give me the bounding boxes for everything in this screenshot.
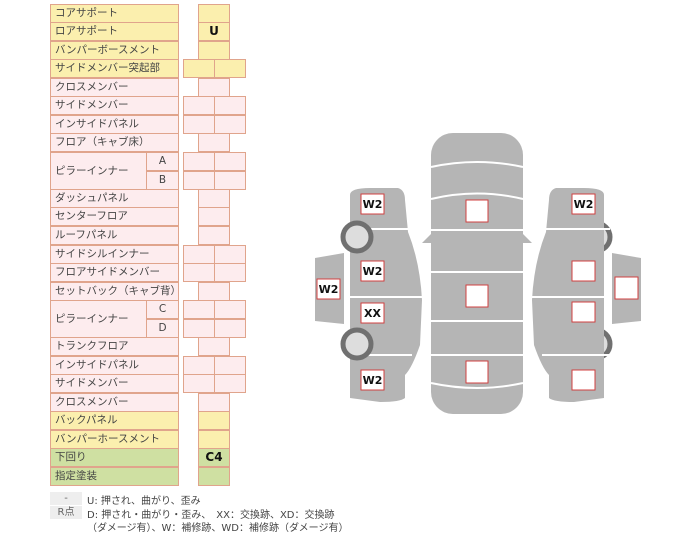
row-sublabel: A [146, 152, 179, 171]
damage-code: W2 [574, 198, 594, 211]
row-label: サイドメンバー [50, 374, 179, 393]
damage-mark-right_side-front_door[interactable] [571, 260, 596, 282]
row-label: トランクフロア [50, 337, 179, 356]
damage-code: W2 [363, 198, 383, 211]
row-sublabel: B [146, 171, 179, 190]
row-label: 指定塗装 [50, 467, 179, 486]
damage-mark-left_side-front_door[interactable] [360, 260, 385, 282]
top-panel-lines [430, 161, 524, 389]
row-label: 下回り [50, 448, 179, 467]
value-cell-right[interactable] [214, 152, 246, 171]
row-label: フロアサイドメンバー [50, 263, 179, 282]
value-cell[interactable]: U [198, 22, 230, 41]
damage-mark-top-roof[interactable] [465, 284, 489, 308]
row-label: フロア（キャブ床） [50, 133, 179, 152]
value-cell[interactable] [198, 207, 230, 226]
damage-mark-right_side-rear[interactable] [571, 369, 596, 391]
row-label: サイドメンバー突起部 [50, 59, 179, 78]
value-cell-right[interactable] [214, 300, 246, 319]
value-cell-right[interactable] [214, 96, 246, 115]
row-label: バックパネル [50, 411, 179, 430]
value-cell[interactable] [198, 411, 230, 430]
row-label: ピラーインナー [50, 300, 147, 338]
value-cell-right[interactable] [214, 263, 246, 282]
row-label: インサイドパネル [50, 115, 179, 134]
legend-text-3: （ダメージ有）、W：補修跡、WD：補修跡（ダメージ有） [87, 523, 349, 534]
row-sublabel: C [146, 300, 179, 319]
damage-mark-left_side-front[interactable] [360, 193, 385, 215]
value-cell-right[interactable] [214, 59, 246, 78]
legend-key-r: R点 [50, 506, 82, 519]
row-label: クロスメンバー [50, 393, 179, 412]
row-label: ロアサポート [50, 22, 179, 41]
value-cell[interactable] [198, 226, 230, 245]
legend-text-1: U: 押され、曲がり、歪み [87, 496, 201, 507]
value-cell-right[interactable] [214, 171, 246, 190]
damage-mark-top-hood[interactable] [465, 199, 489, 223]
row-label: サイドメンバー [50, 96, 179, 115]
value-cell-right[interactable] [214, 374, 246, 393]
value-cell-right[interactable] [214, 319, 246, 338]
value-cell[interactable] [198, 133, 230, 152]
damage-code: W2 [363, 374, 383, 387]
value-cell-right[interactable] [214, 115, 246, 134]
row-label: サイドシルインナー [50, 245, 179, 264]
value-cell[interactable] [198, 467, 230, 486]
damage-mark-left_side-door[interactable] [316, 278, 341, 300]
damage-mark-right_side-front[interactable] [571, 193, 596, 215]
value-cell[interactable]: C4 [198, 448, 230, 467]
right-panel-lines [532, 228, 610, 356]
row-label: バンパーホースメント [50, 430, 179, 449]
row-label: センターフロア [50, 207, 179, 226]
value-cell[interactable] [198, 337, 230, 356]
damage-mark-right_side-rear_door[interactable] [571, 301, 596, 323]
damage-code: XX [364, 307, 381, 320]
legend-text-2: D: 押され・曲がり・歪み、 XX：交換跡、XD：交換跡 [87, 510, 335, 521]
damage-mark-top-trunk[interactable] [465, 360, 489, 384]
damage-code: W2 [319, 283, 339, 296]
damage-mark-left_side-rear_door[interactable] [360, 302, 385, 324]
legend-key-dash: - [50, 492, 82, 505]
row-label: ルーフパネル [50, 226, 179, 245]
damage-mark-left_side-rear[interactable] [360, 369, 385, 391]
damage-mark-right_side-door[interactable] [614, 276, 639, 300]
car-top-view [422, 133, 532, 414]
damage-code: W2 [363, 265, 383, 278]
